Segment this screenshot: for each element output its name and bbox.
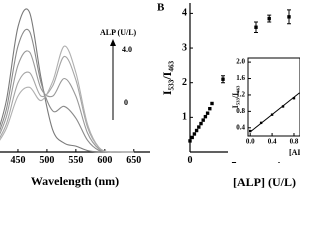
x-axis-label: [ALP] (U/L) (233, 175, 296, 189)
x-tick-label: 600 (97, 155, 112, 166)
x-tick-label: 550 (68, 155, 83, 166)
x-tick-label: 650 (126, 155, 141, 166)
data-point (197, 125, 201, 129)
x-tick-label: 500 (39, 155, 54, 166)
x-tick-label: 0.4 (268, 138, 277, 146)
inset-frame (247, 57, 300, 137)
panel-label: B (157, 2, 165, 14)
y-tick-label: 2.0 (236, 58, 245, 66)
data-point (203, 114, 208, 119)
data-point (190, 135, 194, 140)
y-tick-label: 1.6 (236, 74, 245, 82)
data-point (194, 128, 199, 133)
x-axis-label: Wavelength (nm) (31, 174, 119, 188)
data-point (188, 139, 192, 143)
inset-background (228, 52, 300, 162)
y-tick-label: 0.8 (236, 107, 245, 115)
spectrum-line (0, 45, 134, 153)
y-tick-label: 2 (182, 77, 187, 88)
data-point (267, 16, 271, 21)
data-point (208, 106, 212, 111)
x-tick-label: 0.8 (290, 138, 299, 146)
y-axis-label: I₅₃₃/I₄₆₃ (160, 60, 174, 95)
annotation: 0 (124, 98, 128, 107)
data-point (192, 132, 197, 136)
arrow-head (110, 39, 116, 46)
data-point (254, 25, 258, 29)
y-tick-label: 1.2 (236, 91, 245, 99)
data-point (210, 101, 214, 106)
y-axis-label: I₅₃₃/I₄₆₃ (231, 85, 240, 108)
data-point (287, 15, 291, 19)
y-tick-label: 1 (182, 112, 187, 123)
y-tick-label: 3 (182, 42, 187, 53)
data-point (199, 121, 203, 126)
data-point (221, 77, 225, 81)
y-tick-label: 0.4 (236, 123, 245, 131)
plot: I₅₃₃/I₄₆₃[ALP] (U/L)0.00.40.80.40.81.21.… (228, 52, 300, 162)
spectrum-line (0, 55, 134, 153)
y-tick-label: 4 (182, 8, 187, 19)
figure: B Wavelength (nm) ALP (U/L) 4.0 0 [ALP] … (0, 2, 300, 189)
x-tick-label: 0 (188, 155, 193, 166)
data-point (201, 118, 205, 122)
spectrum-line (0, 50, 134, 153)
data-point (259, 121, 263, 125)
data-point (205, 111, 210, 115)
data-point (292, 97, 296, 100)
data-point (270, 113, 274, 116)
data-point (281, 105, 285, 108)
x-tick-label: 450 (10, 155, 25, 166)
x-tick-label: 0.0 (246, 138, 255, 146)
fit-line (249, 92, 300, 133)
annotation: 4.0 (122, 45, 132, 54)
data-point (248, 129, 252, 133)
x-axis-label: [ALP] (U/L) (289, 148, 300, 157)
plot: 450 500 550 600 650 (0, 8, 150, 166)
annotation: ALP (U/L) (100, 28, 137, 37)
